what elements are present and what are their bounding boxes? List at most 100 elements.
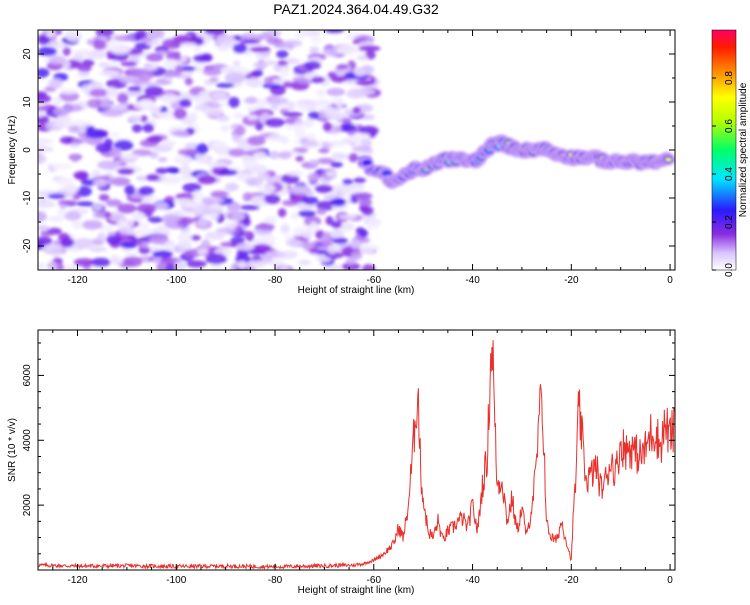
noise-blob bbox=[242, 217, 251, 227]
noise-blob bbox=[38, 137, 49, 145]
noise-blob bbox=[73, 238, 94, 249]
noise-blob bbox=[326, 87, 346, 97]
noise-blob bbox=[358, 45, 381, 52]
noise-blob bbox=[337, 185, 353, 194]
noise-blob bbox=[53, 96, 63, 106]
noise-blob bbox=[339, 123, 357, 132]
noise-blob bbox=[174, 260, 186, 270]
noise-blob bbox=[195, 143, 209, 155]
noise-blob bbox=[300, 140, 319, 148]
noise-blob bbox=[239, 204, 260, 211]
noise-blob bbox=[216, 34, 235, 46]
noise-blob bbox=[253, 151, 267, 160]
noise-blob bbox=[215, 227, 236, 234]
noise-blob bbox=[38, 110, 45, 118]
noise-blob bbox=[46, 216, 64, 222]
colorbar-tick-label: 0.6 bbox=[724, 119, 735, 133]
noise-blob bbox=[297, 79, 315, 84]
noise-blob bbox=[289, 185, 312, 195]
noise-blob bbox=[140, 37, 153, 43]
noise-blob bbox=[277, 151, 292, 160]
noise-blob bbox=[352, 106, 361, 115]
noise-blob bbox=[264, 233, 276, 244]
noise-blob bbox=[144, 86, 164, 97]
noise-blob bbox=[228, 148, 246, 157]
noise-blob bbox=[93, 178, 108, 187]
noise-blob bbox=[279, 266, 289, 270]
noise-blob bbox=[156, 262, 166, 270]
noise-blob bbox=[250, 260, 267, 268]
noise-blob bbox=[314, 184, 333, 194]
noise-blob bbox=[219, 169, 238, 176]
x-tick-label: -80 bbox=[268, 275, 283, 286]
noise-blob bbox=[153, 201, 169, 210]
noise-blob bbox=[269, 260, 285, 268]
noise-blob bbox=[39, 196, 48, 204]
noise-blob bbox=[232, 60, 241, 67]
noise-blob bbox=[177, 232, 193, 244]
colorbar-tick-label: 0.0 bbox=[724, 263, 735, 277]
noise-blob bbox=[95, 142, 113, 153]
noise-blob bbox=[256, 184, 276, 193]
noise-blob bbox=[233, 112, 245, 119]
noise-blob bbox=[197, 175, 217, 185]
noise-blob bbox=[38, 225, 50, 231]
noise-blob bbox=[331, 220, 342, 229]
noise-blob bbox=[71, 138, 85, 145]
noise-blob bbox=[279, 67, 290, 77]
noise-blob bbox=[73, 170, 90, 180]
noise-blob bbox=[277, 208, 287, 218]
noise-blob bbox=[280, 223, 290, 234]
noise-blob bbox=[235, 125, 246, 136]
noise-blob bbox=[194, 152, 208, 163]
noise-blob bbox=[122, 256, 143, 267]
noise-blob bbox=[144, 64, 158, 71]
noise-blob bbox=[332, 237, 348, 245]
noise-blob bbox=[316, 88, 326, 97]
noise-blob bbox=[57, 199, 77, 206]
snr-xlabel: Height of straight line (km) bbox=[298, 585, 415, 596]
noise-blob bbox=[232, 43, 248, 54]
noise-blob bbox=[120, 61, 137, 67]
noise-blob bbox=[38, 146, 54, 152]
noise-blob bbox=[90, 257, 111, 267]
noise-blob bbox=[147, 216, 164, 223]
noise-blob bbox=[220, 66, 236, 74]
noise-blob bbox=[350, 239, 362, 250]
noise-blob bbox=[330, 229, 344, 239]
noise-blob bbox=[286, 170, 303, 177]
noise-blob bbox=[211, 140, 227, 149]
noise-blob bbox=[177, 240, 192, 251]
noise-blob bbox=[204, 30, 226, 35]
colorbar-tick-label: 0.4 bbox=[724, 167, 735, 181]
x-tick-label: -120 bbox=[67, 575, 87, 586]
spectrogram-x-ticks: -120 -100 -80 -60 -40 -20 0 bbox=[52, 30, 673, 286]
noise-blob bbox=[117, 168, 135, 175]
noise-blob bbox=[109, 177, 131, 186]
noise-blob bbox=[224, 220, 239, 229]
noise-blob bbox=[145, 53, 164, 62]
noise-blob bbox=[304, 60, 322, 70]
noise-blob bbox=[201, 197, 215, 205]
noise-blob bbox=[106, 87, 117, 98]
x-tick-label: -40 bbox=[465, 575, 480, 586]
noise-blob bbox=[210, 190, 228, 198]
spectrogram-y-ticks: -20 -10 0 10 20 bbox=[22, 29, 675, 271]
x-tick-label: 0 bbox=[667, 275, 673, 286]
noise-blob bbox=[110, 254, 119, 265]
noise-blob bbox=[184, 142, 200, 150]
noise-blob bbox=[201, 239, 211, 251]
noise-blob bbox=[209, 76, 219, 83]
noise-blob bbox=[65, 264, 78, 270]
noise-blob bbox=[38, 152, 44, 164]
noise-blob bbox=[194, 104, 211, 112]
noise-blob bbox=[38, 115, 50, 125]
y-tick-label: 0 bbox=[22, 147, 33, 153]
noise-blob bbox=[251, 243, 272, 253]
noise-blob bbox=[290, 212, 300, 220]
noise-blob bbox=[59, 87, 78, 95]
noise-blob bbox=[162, 38, 183, 49]
noise-blob bbox=[82, 220, 103, 230]
noise-blob bbox=[281, 250, 298, 259]
